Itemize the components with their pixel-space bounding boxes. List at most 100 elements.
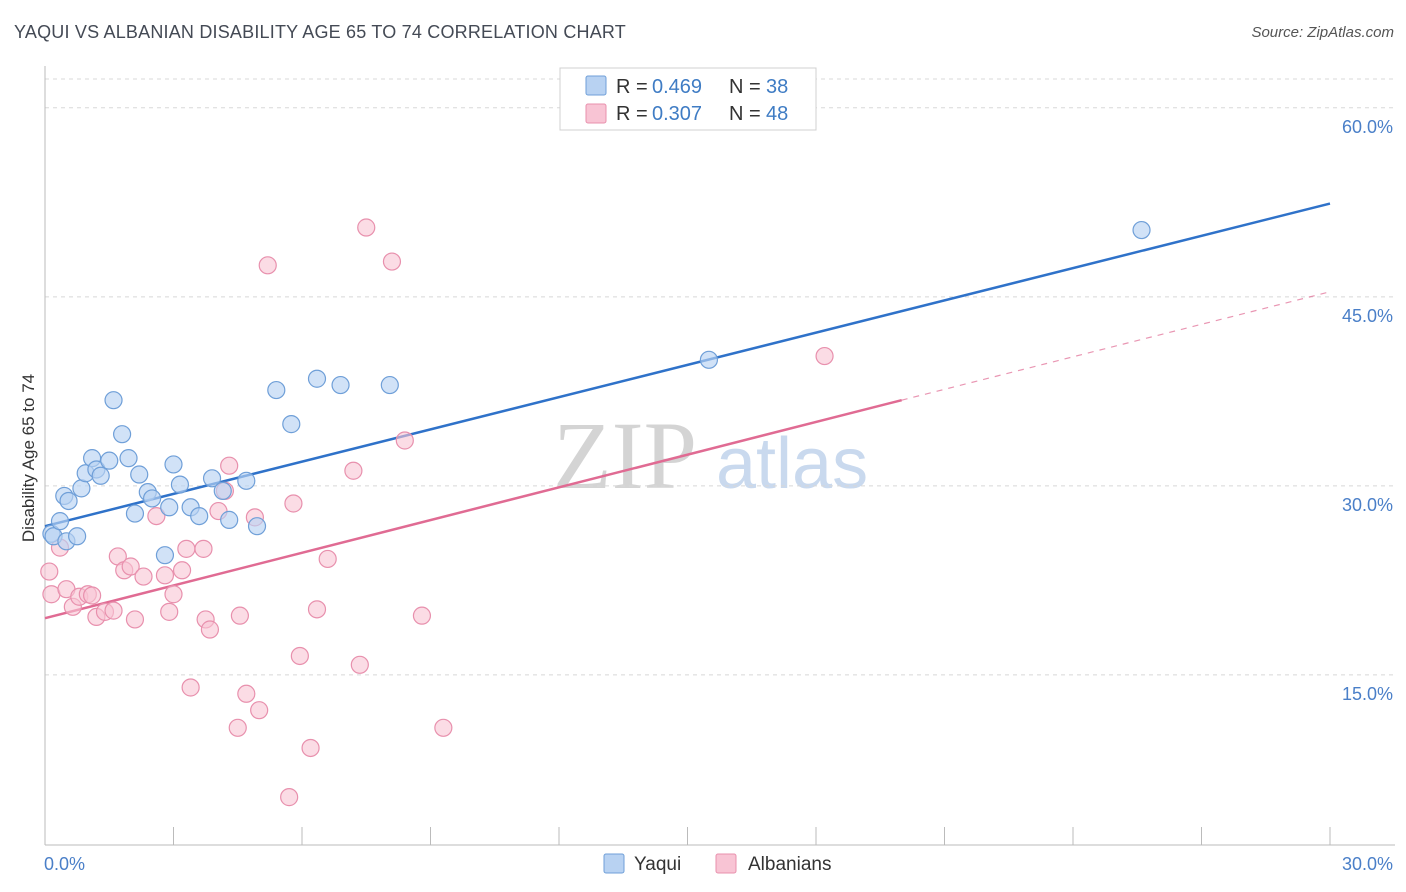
albanians-point	[395, 431, 414, 450]
watermark-zip: ZIP	[553, 402, 697, 509]
yaqui-point	[202, 469, 222, 488]
albanians-point	[194, 539, 213, 558]
yaqui-point	[142, 489, 162, 508]
yaqui-point	[125, 504, 145, 523]
albanians-point	[237, 684, 256, 703]
albanians-point	[382, 252, 402, 271]
y-tick-label: 30.0%	[1342, 495, 1393, 515]
yaqui-points	[42, 220, 1151, 565]
albanians-point	[134, 567, 153, 586]
source-credit: Source: ZipAtlas.com	[1251, 24, 1394, 41]
x-tick-label: 30.0%	[1342, 854, 1393, 874]
albanians-point	[230, 606, 249, 625]
yaqui-point	[68, 527, 87, 546]
legend-r-label-yaqui: R =	[616, 76, 648, 98]
albanians-point	[220, 456, 239, 475]
albanians-point	[181, 678, 200, 697]
albanians-point	[121, 557, 140, 576]
legend-r-label-albanians: R =	[616, 103, 648, 125]
yaqui-point	[119, 449, 138, 468]
y-tick-label: 60.0%	[1342, 117, 1393, 137]
albanians-point	[357, 218, 376, 237]
yaqui-point	[247, 517, 267, 536]
trend-lines	[44, 202, 1331, 620]
yaqui-point	[100, 451, 119, 470]
yaqui-point	[155, 546, 175, 565]
y-tick-label: 15.0%	[1342, 684, 1393, 704]
y-axis-title: Disability Age 65 to 74	[19, 374, 38, 542]
legend-n-label-yaqui: N =	[729, 76, 761, 98]
legend-n-value-yaqui: 38	[766, 76, 788, 98]
series-legend-label-yaqui: Yaqui	[634, 854, 681, 875]
albanians-point	[301, 738, 320, 758]
legend-swatch-yaqui	[585, 75, 607, 96]
chart-title: YAQUI VS ALBANIAN DISABILITY AGE 65 TO 7…	[14, 22, 627, 42]
yaqui-point	[699, 350, 719, 369]
albanians-point	[280, 788, 299, 807]
yaqui-point	[1132, 220, 1151, 240]
yaqui-point	[160, 498, 179, 517]
series-legend-label-albanians: Albanians	[748, 854, 831, 875]
trend-line-albanians	[44, 398, 902, 620]
yaqui-point	[220, 510, 239, 529]
x-tick-label: 0.0%	[44, 854, 85, 874]
yaqui-point	[380, 375, 399, 395]
legend-r-value-albanians: 0.307	[652, 103, 702, 125]
yaqui-point	[331, 375, 350, 395]
albanians-point	[125, 610, 145, 629]
yaqui-point	[213, 481, 232, 500]
yaqui-point	[112, 425, 132, 444]
albanians-point	[318, 549, 337, 569]
yaqui-point	[164, 455, 183, 474]
gridlines	[45, 78, 1395, 676]
correlation-legend: R = 0.469 N = 38 R = 0.307 N = 48	[559, 67, 817, 131]
y-tick-label: 45.0%	[1342, 306, 1393, 326]
albanians-point	[104, 601, 123, 620]
albanians-point	[307, 600, 327, 619]
yaqui-point	[190, 506, 209, 526]
albanians-point	[83, 586, 102, 605]
legend-n-label-albanians: N =	[729, 103, 761, 125]
albanians-point	[228, 718, 247, 737]
albanians-point	[160, 602, 179, 621]
yaqui-point	[237, 471, 256, 490]
yaqui-point	[104, 391, 123, 410]
yaqui-point	[267, 380, 286, 400]
trend-line-yaqui	[44, 202, 1331, 528]
yaqui-point	[91, 466, 110, 485]
albanians-point	[412, 606, 432, 625]
albanians-point	[200, 620, 220, 639]
albanians-point	[258, 256, 277, 275]
albanians-point	[155, 566, 175, 585]
albanians-point	[434, 718, 453, 737]
axis-ticks: 15.0% 30.0% 45.0% 60.0% 0.0% 30.0%	[44, 117, 1393, 874]
albanians-point	[172, 561, 192, 580]
albanians-point	[40, 562, 59, 581]
yaqui-point	[50, 512, 70, 531]
series-legend-swatch-albanians	[715, 853, 737, 874]
albanians-point	[284, 494, 303, 513]
series-legend-swatch-yaqui	[603, 853, 625, 874]
albanians-point	[815, 346, 834, 366]
series-legend: Yaqui Albanians	[603, 853, 831, 875]
albanians-point	[250, 701, 269, 720]
albanians-point	[164, 585, 183, 604]
albanians-point	[290, 646, 309, 666]
albanians-point	[344, 461, 363, 480]
albanians-point	[177, 539, 196, 558]
watermark-atlas: atlas	[716, 424, 868, 504]
albanians-point	[350, 655, 369, 674]
albanians-point	[147, 506, 166, 526]
trend-line-albanians-extension	[901, 291, 1331, 401]
yaqui-point	[72, 479, 91, 498]
axes	[44, 66, 1395, 846]
legend-n-value-albanians: 48	[766, 103, 788, 125]
legend-swatch-albanians	[585, 103, 607, 124]
yaqui-point	[282, 415, 301, 434]
yaqui-point	[59, 491, 78, 511]
legend-r-value-yaqui: 0.469	[652, 76, 702, 98]
yaqui-point	[130, 465, 149, 484]
albanians-points	[40, 218, 834, 807]
yaqui-point	[170, 475, 190, 494]
